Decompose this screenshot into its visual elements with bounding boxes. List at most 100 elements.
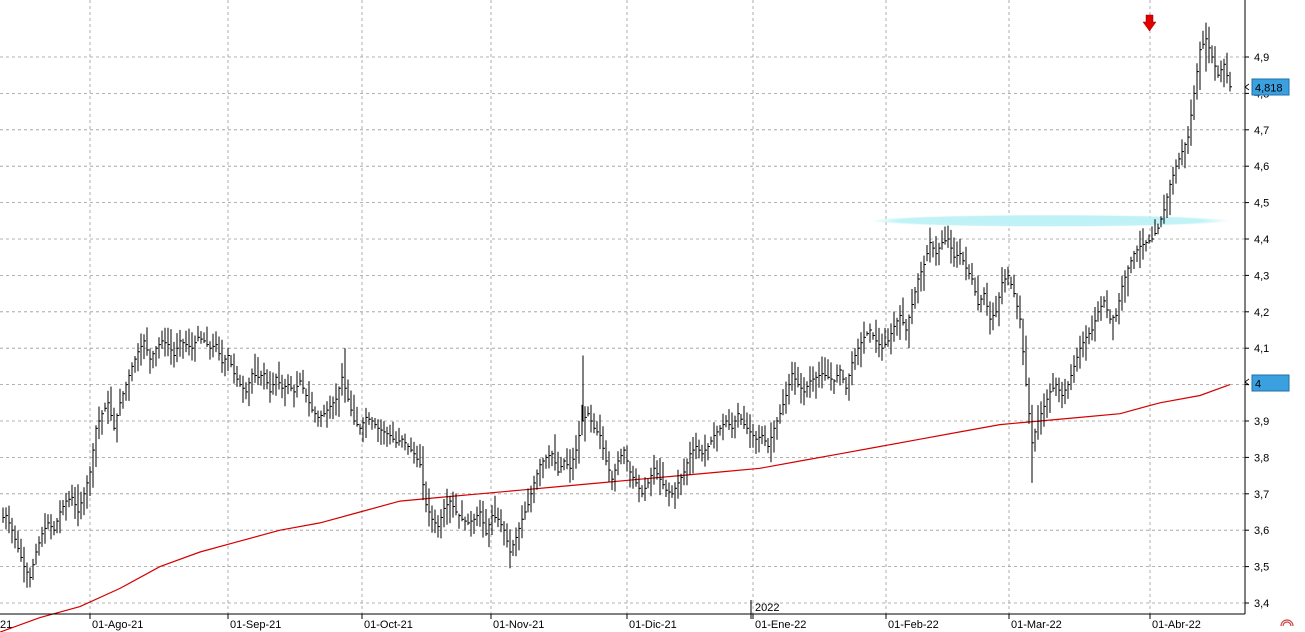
price-bar — [1172, 167, 1175, 195]
price-bar — [68, 491, 71, 508]
price-bar — [695, 432, 698, 460]
price-bar — [893, 311, 896, 342]
price-bar — [731, 412, 734, 438]
price-bar — [824, 357, 827, 381]
price-bar — [125, 381, 128, 401]
price-bar — [221, 339, 224, 373]
price-bar — [914, 287, 917, 309]
price-bar — [23, 546, 26, 583]
price-bar — [602, 426, 605, 460]
price-bar — [500, 509, 503, 533]
price-bar — [443, 499, 446, 528]
price-bar — [401, 435, 404, 448]
price-bar — [1184, 142, 1187, 169]
price-bar — [599, 414, 602, 450]
price-bar — [938, 242, 941, 266]
price-bar — [215, 331, 218, 353]
price-bar — [416, 445, 419, 468]
y-tick-label: 4,2 — [1254, 307, 1269, 319]
price-bar — [1100, 296, 1103, 321]
price-bar — [341, 363, 344, 396]
price-bar — [260, 370, 263, 386]
price-bar — [1136, 245, 1139, 262]
price-bar — [968, 264, 971, 280]
moving-average-badge-box — [1251, 374, 1290, 392]
year-label: 2022 — [755, 602, 779, 614]
price-bar — [1121, 275, 1124, 311]
price-bar — [1145, 240, 1148, 252]
price-bar — [56, 518, 59, 534]
x-tick-label: 01-Dic-21 — [629, 619, 677, 631]
price-bar — [782, 389, 785, 416]
price-bar — [404, 433, 407, 451]
price-bar — [1178, 152, 1181, 170]
price-bar — [617, 451, 620, 476]
price-bar — [734, 415, 737, 439]
price-bar — [209, 341, 212, 360]
price-bar — [722, 413, 725, 441]
price-bar — [1028, 377, 1031, 424]
price-bar — [395, 431, 398, 448]
price-bar — [98, 406, 101, 440]
price-bar — [230, 355, 233, 368]
price-bar — [71, 484, 74, 506]
price-bar — [236, 366, 239, 387]
price-bar — [269, 371, 272, 403]
price-bar — [38, 536, 41, 556]
price-bar — [374, 418, 377, 429]
price-bar — [1085, 325, 1088, 361]
price-bar — [212, 333, 215, 358]
price-bar — [533, 475, 536, 504]
price-bar — [713, 422, 716, 449]
price-bar — [1118, 293, 1121, 325]
price-bar — [350, 390, 353, 417]
price-bar — [1208, 26, 1211, 64]
price-bar — [623, 446, 626, 465]
price-bar — [182, 338, 185, 359]
price-bar — [875, 319, 878, 353]
price-bar — [176, 333, 179, 363]
price-bar — [44, 513, 47, 544]
price-bar — [620, 448, 623, 465]
price-bar — [980, 294, 983, 313]
price-bar — [1217, 65, 1220, 78]
price-bar — [1181, 139, 1184, 166]
price-bar — [932, 241, 935, 258]
price-bar — [119, 388, 122, 416]
price-bar — [293, 384, 296, 408]
price-bar — [866, 331, 869, 336]
price-bar — [515, 527, 518, 557]
price-bar — [740, 414, 743, 425]
price-bar — [254, 353, 257, 383]
price-bar — [839, 364, 842, 386]
price-bar — [422, 446, 425, 501]
price-bar — [635, 468, 638, 487]
moving-average — [0, 384, 1231, 632]
price-bar — [851, 351, 854, 386]
price-bar — [1001, 267, 1004, 305]
price-bar — [800, 373, 803, 404]
price-bar — [1049, 383, 1052, 413]
price-bar — [20, 538, 23, 562]
price-bar — [674, 482, 677, 509]
price-bar — [248, 377, 251, 407]
price-bar — [536, 469, 539, 490]
price-bar — [65, 492, 68, 521]
price-bar — [179, 329, 182, 357]
last-price-badge-box — [1251, 78, 1290, 96]
x-tick-label: 21 — [0, 619, 12, 631]
price-bar — [557, 451, 560, 476]
price-bar — [392, 421, 395, 443]
price-bar — [878, 327, 881, 358]
y-tick-label: 4,1 — [1254, 343, 1269, 355]
price-bar — [686, 458, 689, 486]
price-bar — [983, 287, 986, 306]
price-bar — [428, 488, 431, 527]
price-bar — [491, 505, 494, 535]
price-bar — [1229, 71, 1232, 92]
price-bar — [809, 366, 812, 398]
price-bar — [287, 374, 290, 395]
price-bar — [626, 445, 629, 472]
price-bar — [638, 474, 641, 503]
